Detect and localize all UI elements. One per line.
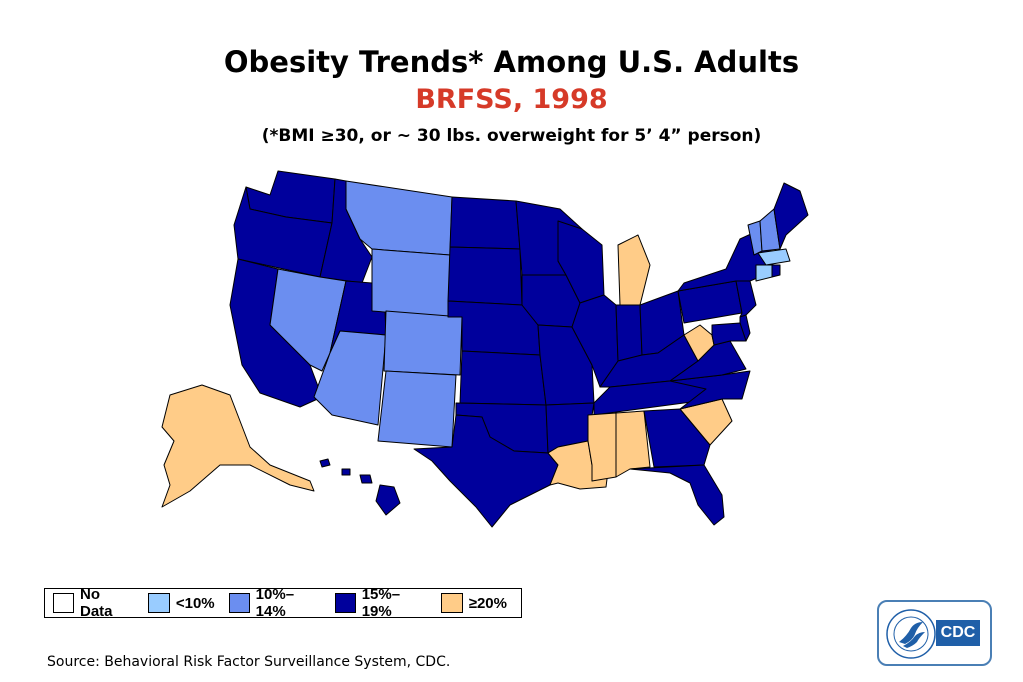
legend-label-r10_14: 10%–14%	[255, 586, 295, 620]
source-text: Source: Behavioral Risk Factor Surveilla…	[47, 654, 451, 670]
legend-item-r15_19: 15%–19%	[334, 586, 427, 620]
us-obesity-map	[161, 170, 809, 528]
legend-label-ge20: ≥20%	[468, 594, 507, 612]
legend-swatch-lt10	[147, 593, 170, 613]
legend-swatch-r10_14	[228, 593, 250, 613]
state-me	[773, 182, 809, 250]
legend-swatch-r15_19	[334, 593, 356, 613]
state-nv	[269, 268, 347, 372]
state-al	[615, 410, 651, 478]
state-az	[313, 330, 387, 426]
state-co	[383, 310, 463, 376]
state-nm	[377, 370, 457, 448]
state-nd	[449, 196, 521, 250]
legend-item-ge20: ≥20%	[440, 593, 507, 613]
legend-label-no_data: No Data	[80, 586, 113, 620]
state-ct	[755, 264, 773, 282]
state-ms	[587, 412, 617, 482]
hhs-seal-icon	[886, 609, 936, 659]
state-de	[739, 314, 751, 342]
map-title: Obesity Trends* Among U.S. Adults	[223, 45, 800, 79]
state-ri	[771, 264, 781, 278]
state-ma	[757, 248, 791, 266]
legend-label-lt10: <10%	[175, 594, 215, 612]
state-sd	[447, 246, 523, 306]
legend-swatch-ge20	[440, 593, 463, 613]
cdc-logo: CDC	[877, 600, 992, 666]
legend-swatch-no_data	[53, 593, 74, 613]
state-in	[615, 304, 643, 362]
state-ak	[161, 384, 315, 508]
state-tx	[413, 414, 559, 528]
state-hi	[319, 458, 401, 516]
map-subtitle: BRFSS, 1998	[415, 84, 608, 115]
legend-item-no_data: No Data	[53, 586, 134, 620]
state-mi	[617, 234, 651, 306]
legend: No Data <10% 10%–14% 15%–19% ≥20%	[44, 586, 522, 620]
bmi-note: (*BMI ≥30, or ~ 30 lbs. overweight for 5…	[261, 126, 762, 146]
cdc-wordmark: CDC	[936, 620, 980, 646]
legend-item-r10_14: 10%–14%	[228, 586, 321, 620]
state-md	[711, 322, 747, 346]
legend-label-r15_19: 15%–19%	[361, 586, 401, 620]
legend-item-lt10: <10%	[147, 593, 215, 613]
state-wy	[371, 248, 451, 318]
state-ga	[643, 408, 711, 468]
state-fl	[629, 464, 725, 526]
state-ks	[459, 350, 547, 406]
